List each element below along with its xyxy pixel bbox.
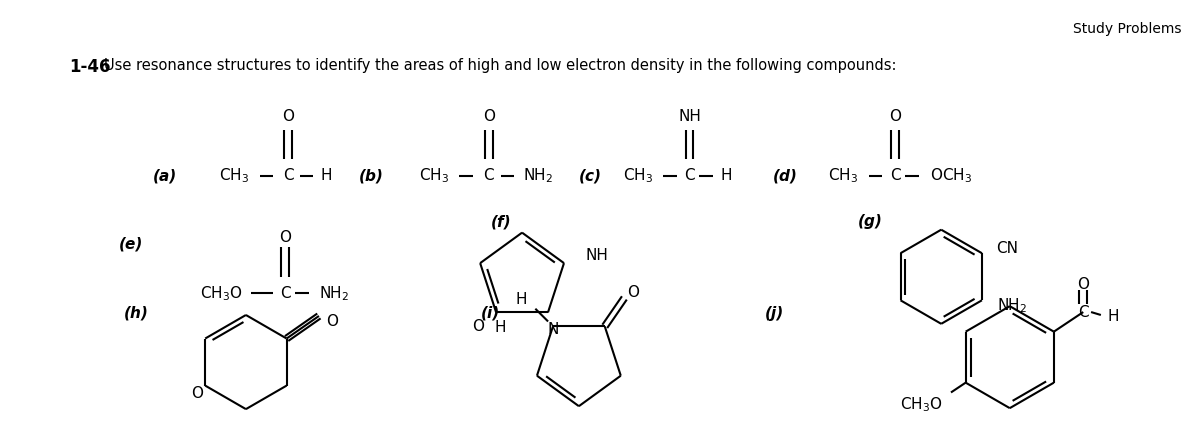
Text: C: C (1078, 305, 1088, 320)
Text: CH$_3$: CH$_3$ (828, 166, 858, 185)
Text: Use resonance structures to identify the areas of high and low electron density : Use resonance structures to identify the… (104, 58, 896, 73)
Text: NH$_2$: NH$_2$ (319, 284, 349, 303)
Text: NH: NH (586, 248, 608, 263)
Text: C: C (684, 168, 695, 183)
Text: NH$_2$: NH$_2$ (997, 296, 1027, 315)
Text: (b): (b) (359, 168, 384, 183)
Text: (f): (f) (491, 214, 511, 229)
Text: O: O (1078, 277, 1090, 292)
Text: H: H (1108, 309, 1120, 324)
Text: (j): (j) (764, 306, 784, 321)
Text: H: H (515, 292, 527, 307)
Text: NH: NH (678, 110, 701, 125)
Text: OCH$_3$: OCH$_3$ (930, 166, 972, 185)
Text: Study Problems: Study Problems (1073, 22, 1181, 36)
Text: (c): (c) (578, 168, 602, 183)
Text: (a): (a) (152, 168, 178, 183)
Text: (d): (d) (773, 168, 798, 183)
Text: (e): (e) (119, 237, 143, 252)
Text: C: C (890, 168, 900, 183)
Text: N: N (547, 322, 559, 337)
Text: O: O (280, 230, 292, 245)
Text: O: O (282, 110, 294, 125)
Text: O: O (473, 319, 485, 334)
Text: CH$_3$: CH$_3$ (419, 166, 449, 185)
Text: CH$_3$O: CH$_3$O (900, 395, 943, 413)
Text: C: C (283, 168, 293, 183)
Text: O: O (889, 110, 901, 125)
Text: H: H (720, 168, 732, 183)
Text: (i): (i) (481, 306, 500, 321)
Text: O: O (191, 386, 203, 401)
Text: CN: CN (997, 241, 1019, 256)
Text: NH$_2$: NH$_2$ (523, 166, 553, 185)
Text: C: C (484, 168, 494, 183)
Text: 1-46: 1-46 (70, 58, 112, 76)
Text: (h): (h) (124, 306, 149, 321)
Text: O: O (325, 314, 337, 330)
Text: CH$_3$: CH$_3$ (623, 166, 653, 185)
Text: O: O (628, 285, 640, 300)
Text: CH$_3$O: CH$_3$O (200, 284, 242, 303)
Text: H: H (320, 168, 332, 183)
Text: H: H (494, 320, 506, 335)
Text: (g): (g) (858, 214, 883, 229)
Text: C: C (280, 286, 290, 301)
Text: O: O (482, 110, 494, 125)
Text: CH$_3$: CH$_3$ (220, 166, 250, 185)
